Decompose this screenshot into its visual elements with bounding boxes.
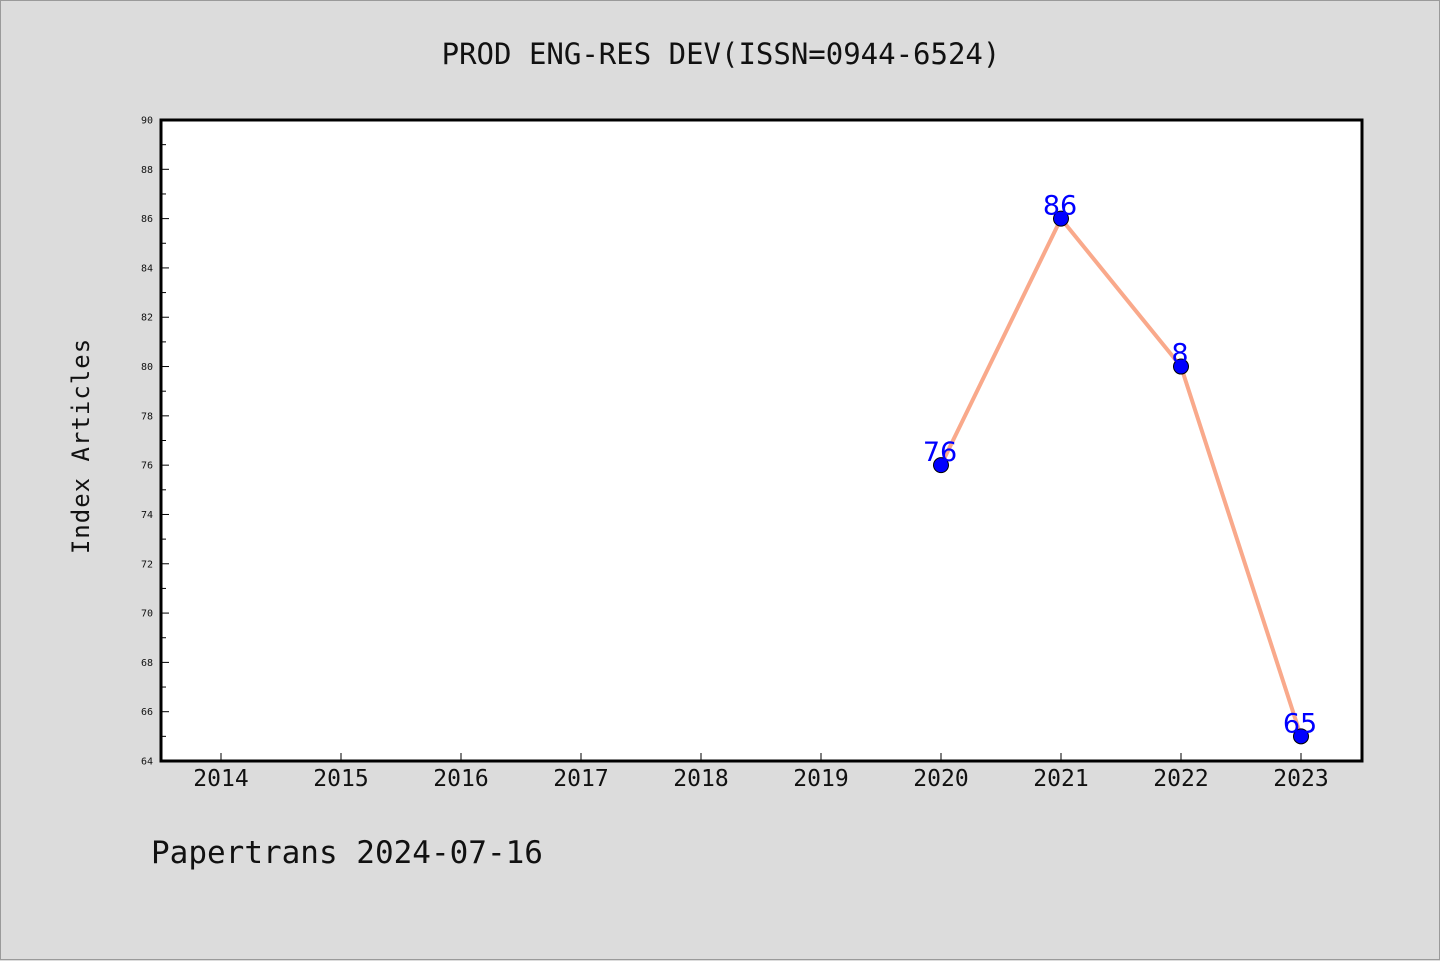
series-line bbox=[939, 216, 1303, 739]
y-tick-label: 80 bbox=[141, 362, 153, 373]
y-tick-label: 86 bbox=[141, 214, 153, 225]
y-tick-label: 68 bbox=[141, 658, 153, 669]
y-tick-label: 70 bbox=[141, 609, 153, 620]
data-label: 8 bbox=[1171, 339, 1188, 370]
x-tick-label: 2021 bbox=[1033, 766, 1088, 792]
y-tick-label: 84 bbox=[141, 263, 153, 274]
data-label: 86 bbox=[1043, 191, 1077, 222]
data-label: 76 bbox=[923, 437, 957, 468]
plot-border bbox=[159, 118, 1364, 763]
x-tick-label: 2022 bbox=[1153, 766, 1208, 792]
y-tick-label: 64 bbox=[141, 757, 153, 768]
data-point bbox=[933, 457, 949, 474]
footer-note: Papertrans 2024-07-16 bbox=[151, 835, 543, 871]
y-tick-label: 76 bbox=[141, 461, 153, 472]
x-tick-label: 2019 bbox=[793, 766, 848, 792]
y-tick-label: 78 bbox=[141, 411, 153, 422]
x-tick-label: 2023 bbox=[1273, 766, 1328, 792]
plot-area bbox=[161, 120, 1362, 761]
data-point bbox=[1053, 210, 1069, 227]
data-label: 65 bbox=[1283, 708, 1317, 739]
y-tick-label: 90 bbox=[141, 116, 153, 127]
x-tick-label: 2015 bbox=[313, 766, 368, 792]
chart-title: PROD ENG-RES DEV(ISSN=0944-6524) bbox=[441, 37, 1001, 71]
data-point bbox=[1293, 728, 1309, 745]
x-tick-label: 2014 bbox=[193, 766, 248, 792]
x-tick-label: 2016 bbox=[433, 766, 488, 792]
x-tick-label: 2017 bbox=[553, 766, 608, 792]
y-tick-label: 66 bbox=[141, 707, 153, 718]
x-tick-label: 2018 bbox=[673, 766, 728, 792]
x-tick-label: 2020 bbox=[913, 766, 968, 792]
y-tick-label: 88 bbox=[141, 165, 153, 176]
y-tick-label: 74 bbox=[141, 510, 153, 521]
data-point bbox=[1173, 358, 1189, 375]
y-tick-label: 82 bbox=[141, 313, 153, 324]
y-tick-label: 72 bbox=[141, 559, 153, 570]
